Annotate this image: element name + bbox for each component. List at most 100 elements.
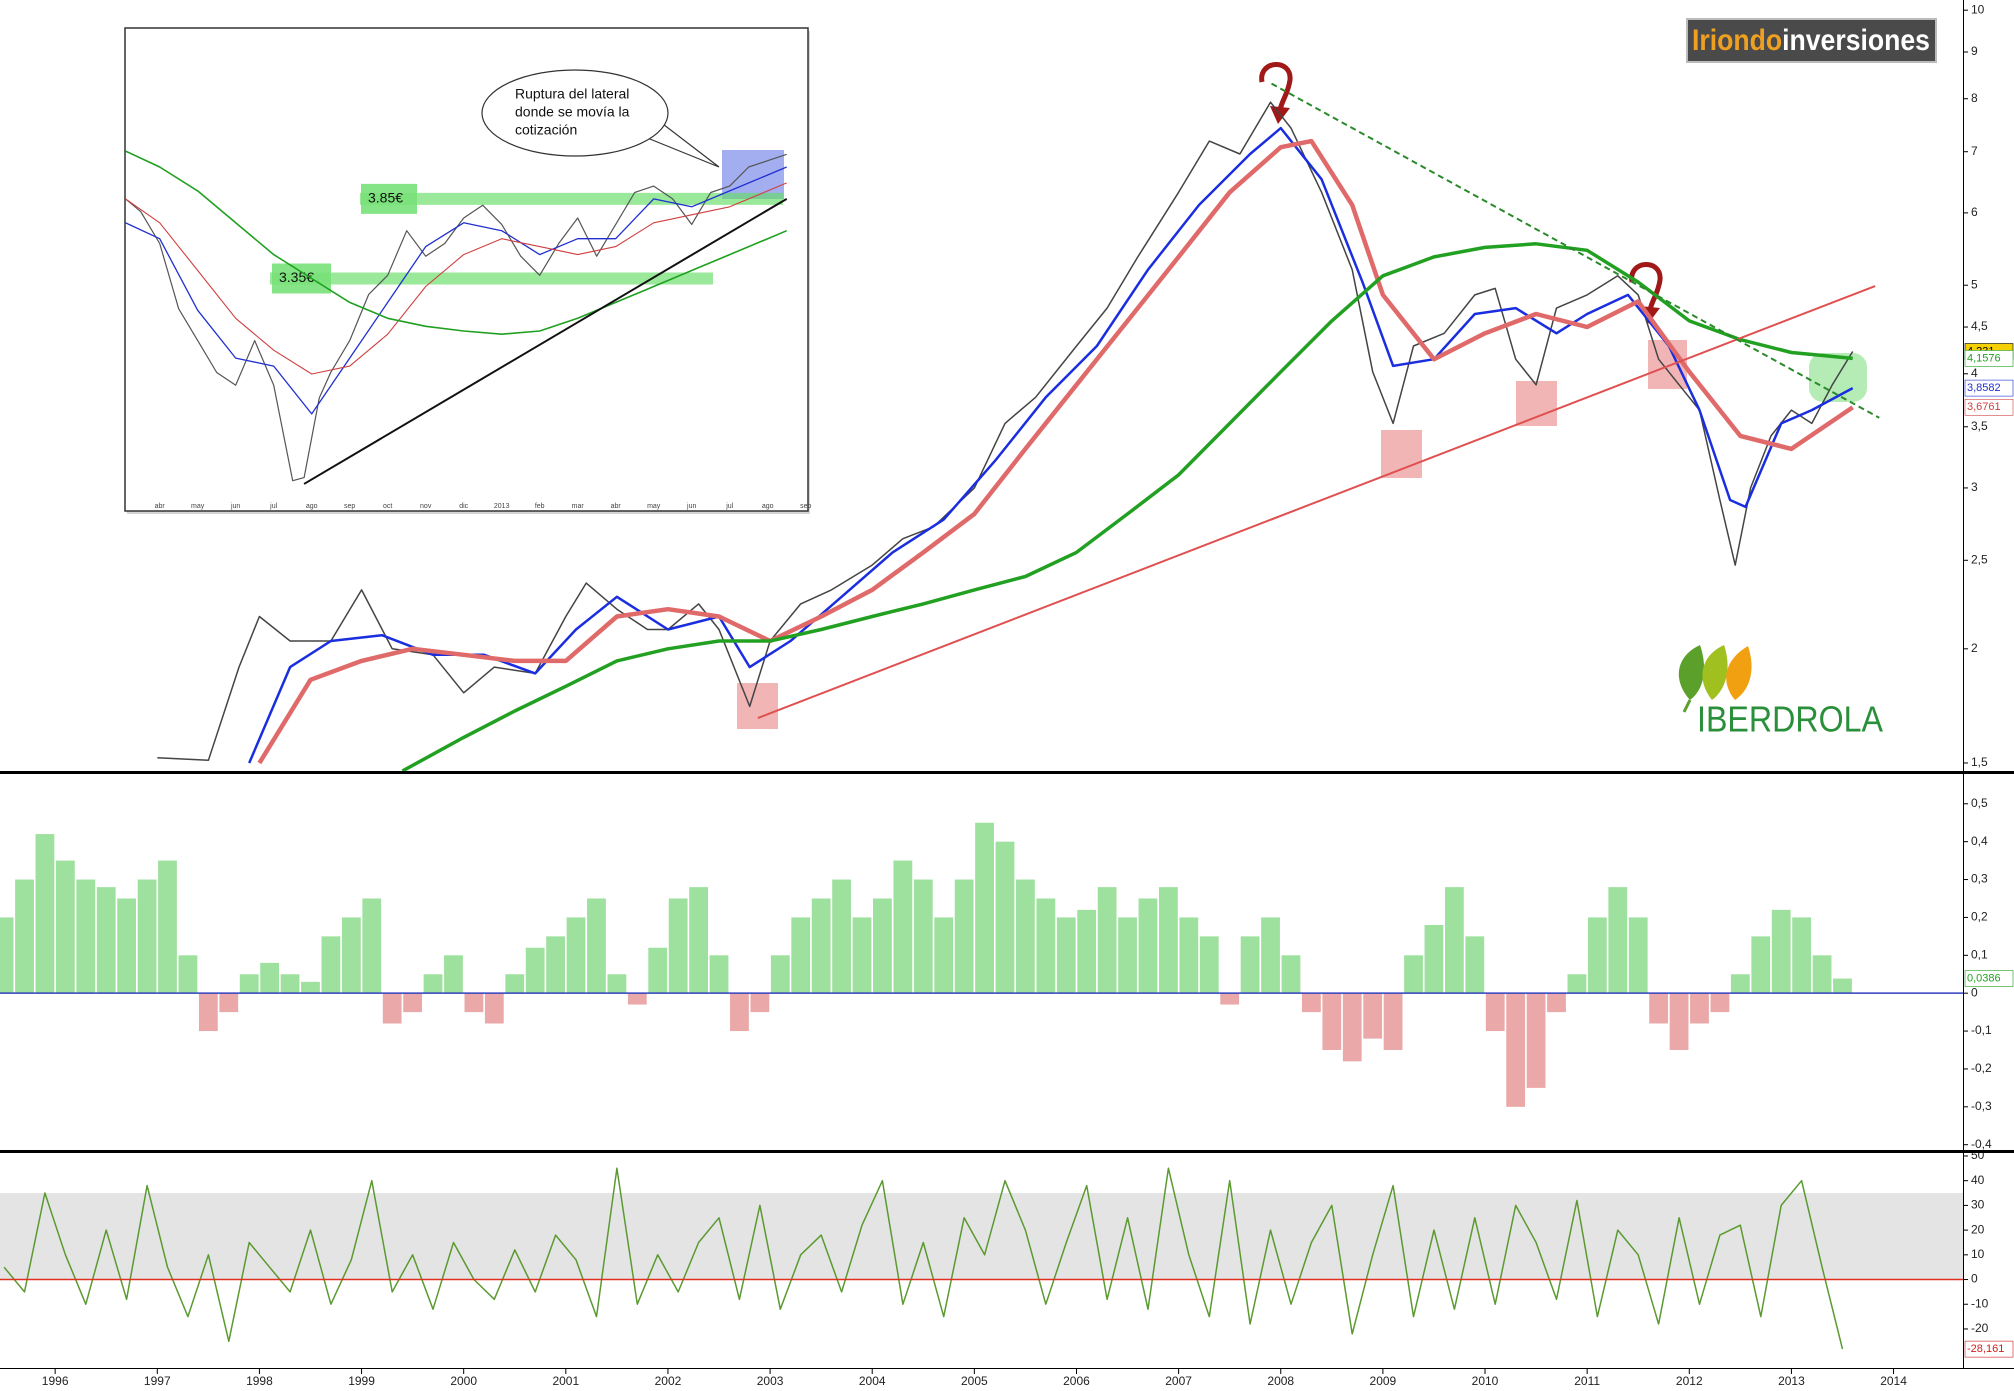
- series-line: [125, 182, 787, 375]
- bar: [791, 917, 811, 994]
- bar: [1097, 887, 1117, 994]
- end-label-box: [1964, 1340, 2014, 1358]
- x-tick-label: 2008: [1267, 1374, 1294, 1388]
- y-tick-label: -10: [1971, 1296, 1989, 1310]
- callout-bubble: [481, 69, 669, 157]
- x-tick-label: 1997: [144, 1374, 171, 1388]
- bar: [811, 898, 831, 994]
- x-tick-label: nov: [420, 503, 432, 510]
- bar: [117, 898, 137, 994]
- bar: [1444, 887, 1464, 994]
- bar: [178, 955, 198, 994]
- bar: [525, 947, 545, 994]
- bar: [1506, 993, 1526, 1107]
- x-tick-label: 2004: [859, 1374, 886, 1388]
- inset-frame: [124, 27, 809, 512]
- x-tick-label: 2013: [494, 503, 510, 510]
- bar: [239, 974, 259, 994]
- y-tick-label: 0,1: [1971, 947, 1988, 961]
- end-label-box: [1964, 398, 2014, 416]
- bar: [730, 993, 749, 1032]
- bar: [1199, 936, 1219, 994]
- callout-text: cotización: [515, 122, 577, 138]
- y-tick-label: 4,5: [1971, 319, 1988, 333]
- bar: [1404, 955, 1423, 994]
- bar: [1485, 993, 1505, 1032]
- bar: [1608, 887, 1628, 994]
- bar: [301, 981, 320, 994]
- y-tick-label: 0: [1971, 985, 1978, 999]
- level-label: 3.35€: [279, 269, 314, 285]
- bar: [198, 993, 218, 1032]
- bar: [505, 974, 525, 994]
- bar: [341, 917, 361, 994]
- y-tick-label: 3: [1971, 480, 1978, 494]
- y-tick-label: 20: [1971, 1222, 1985, 1236]
- bar: [1628, 917, 1648, 994]
- bar: [484, 993, 504, 1024]
- x-tick-label: jun: [686, 503, 696, 510]
- x-tick-label: 2011: [1574, 1374, 1600, 1388]
- bar: [423, 974, 443, 994]
- bar: [689, 887, 708, 994]
- series-line: [3, 1167, 1844, 1350]
- level-band: [360, 192, 783, 205]
- x-tick-label: ago: [762, 503, 774, 510]
- bar: [321, 936, 341, 994]
- highlight-box: [1809, 353, 1867, 402]
- leaf-stem: [1682, 699, 1692, 713]
- bar: [1792, 917, 1812, 994]
- x-tick-label: 2009: [1370, 1374, 1397, 1388]
- bar: [1383, 993, 1403, 1050]
- x-tick-label: dic: [459, 503, 468, 510]
- end-label: 4,1576: [1967, 352, 2001, 364]
- x-tick-label: 1999: [348, 1374, 375, 1388]
- x-tick-label: 2005: [961, 1374, 988, 1388]
- bar: [1118, 917, 1137, 994]
- bar: [893, 860, 913, 994]
- bar: [362, 898, 382, 994]
- trendline: [303, 198, 788, 485]
- bar: [1587, 917, 1607, 994]
- y-tick-label: -20: [1971, 1321, 1989, 1335]
- trendline: [1271, 82, 1880, 419]
- bar: [1220, 993, 1240, 1005]
- bar: [137, 879, 157, 994]
- bar: [1424, 925, 1444, 994]
- bar: [1261, 917, 1280, 994]
- x-tick-label: may: [647, 503, 661, 510]
- series-line: [125, 153, 787, 482]
- bar: [260, 962, 280, 994]
- y-tick-label: 9: [1971, 44, 1978, 58]
- series-line: [125, 166, 787, 415]
- bar: [1751, 936, 1771, 994]
- bar: [1465, 936, 1485, 994]
- end-label-box: [1964, 379, 2014, 397]
- y-tick-label: 0,3: [1971, 872, 1988, 886]
- y-tick-label: 3,5: [1971, 419, 1988, 433]
- bar: [1240, 936, 1260, 994]
- level-label: 3.85€: [368, 190, 403, 206]
- bar: [873, 898, 892, 994]
- y-tick-label: 0,4: [1971, 834, 1988, 848]
- end-label: 3,6761: [1967, 401, 2001, 413]
- panel: 3.85€ 3.35€ abr may jun jul ago sep oct nov dic 201…: [125, 150, 811, 510]
- callout-text: donde se movía la: [515, 104, 630, 120]
- logo-box: [1686, 18, 1937, 63]
- company-name: IBERDROLA: [1697, 699, 1883, 740]
- bar: [382, 993, 402, 1024]
- x-tick-label: may: [191, 503, 205, 510]
- bar: [1179, 917, 1199, 994]
- bar: [1077, 909, 1097, 994]
- series-line: [257, 138, 1854, 765]
- x-tick-label: sep: [344, 503, 355, 510]
- bar: [913, 879, 933, 994]
- y-tick-label: 30: [1971, 1198, 1985, 1212]
- y-tick-label: 0: [1971, 1272, 1978, 1286]
- y-tick-label: 2: [1971, 641, 1978, 655]
- bar: [1690, 993, 1709, 1024]
- bar: [76, 879, 96, 994]
